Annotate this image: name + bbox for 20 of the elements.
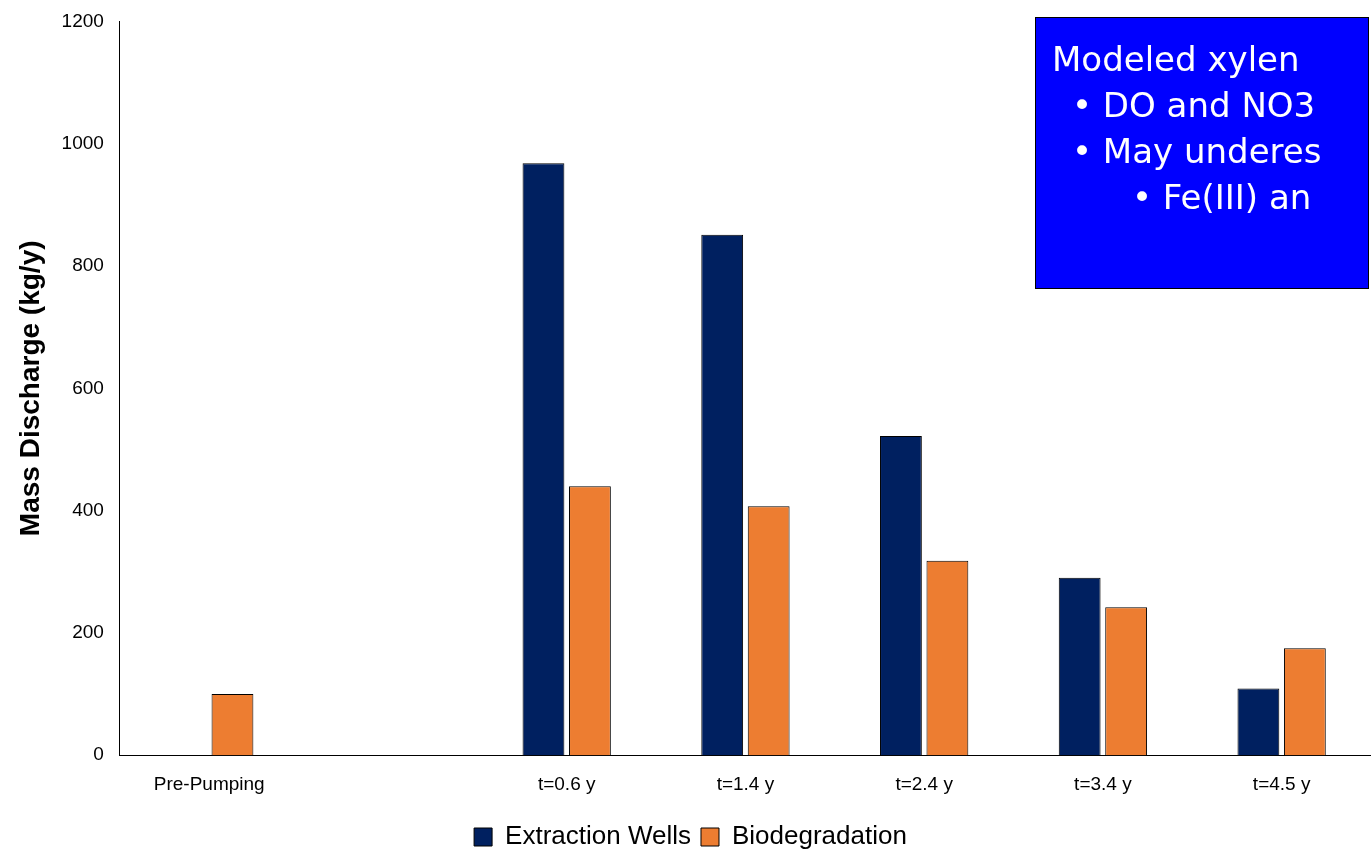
legend-label: Biodegradation bbox=[732, 820, 907, 851]
y-tick-label: 600 bbox=[72, 376, 104, 398]
y-tick-label: 1200 bbox=[61, 9, 104, 31]
x-tick-label: t=1.4 y bbox=[716, 772, 775, 794]
y-tick-label: 400 bbox=[72, 498, 104, 520]
y-tick-label: 800 bbox=[72, 254, 104, 276]
annotation: Modeled xylen bbox=[1052, 38, 1301, 81]
annotation: • Fe(III) an bbox=[1131, 176, 1313, 219]
y-tick-label: 1000 bbox=[61, 131, 104, 153]
y-tick-label: 0 bbox=[93, 743, 104, 765]
annotation: • May underes bbox=[1071, 130, 1323, 173]
y-tick-label: 200 bbox=[72, 621, 104, 643]
legend-label: Extraction Wells bbox=[505, 820, 692, 851]
x-tick-label: t=0.6 y bbox=[537, 772, 596, 794]
y-axis-title: Mass Discharge (kg/y) bbox=[13, 240, 45, 537]
x-tick-label: Pre-Pumping bbox=[153, 772, 265, 794]
annotation: • DO and NO3 bbox=[1071, 84, 1317, 127]
x-tick-label: t=4.5 y bbox=[1252, 772, 1311, 794]
x-tick-label: t=3.4 y bbox=[1074, 772, 1133, 794]
x-tick-label: t=2.4 y bbox=[895, 772, 954, 794]
